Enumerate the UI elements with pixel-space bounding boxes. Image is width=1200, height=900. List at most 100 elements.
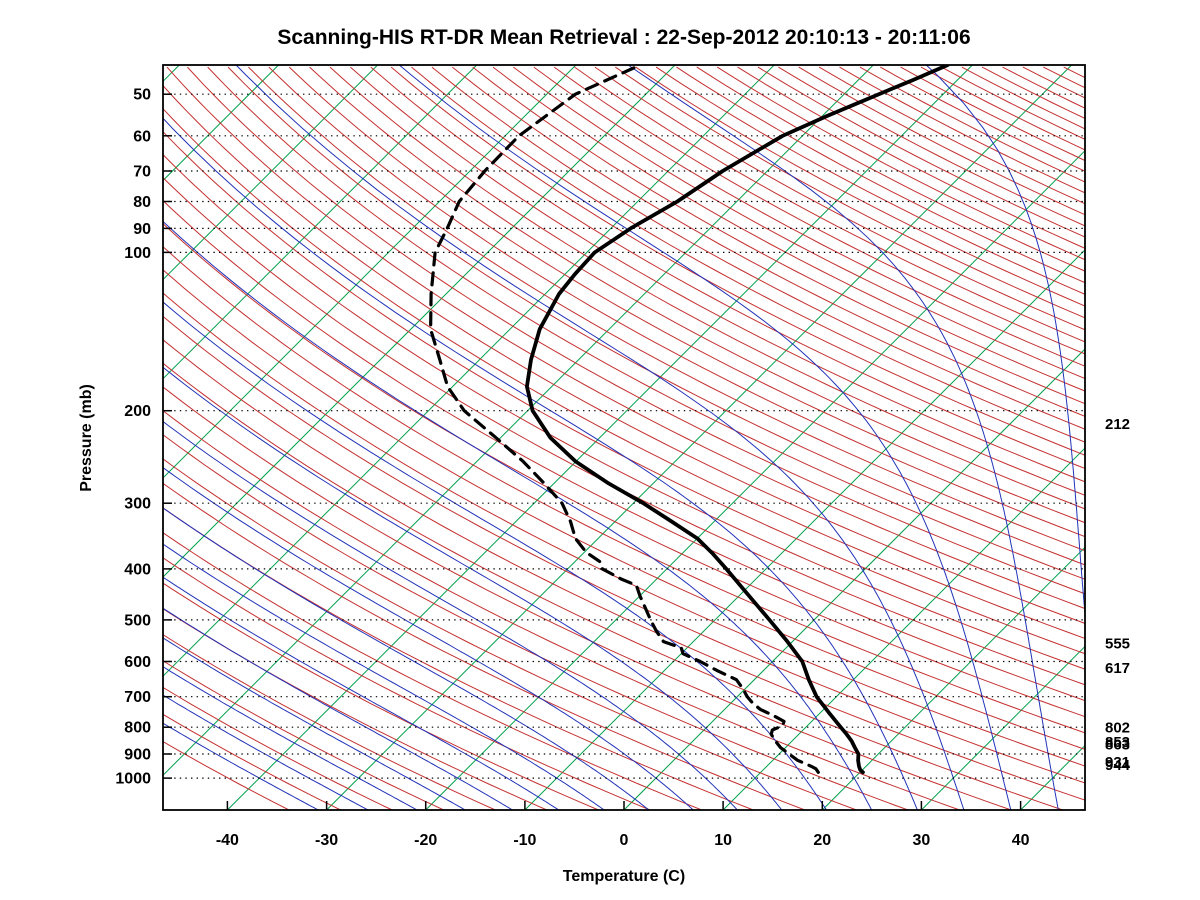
dry-adiabat-line <box>329 66 1085 496</box>
moist-adiabat-line <box>925 65 1085 621</box>
moist-adiabat-line <box>163 576 559 810</box>
moist-adiabat-line <box>163 117 918 810</box>
moist-adiabat-line <box>163 543 605 810</box>
isotherm-line <box>623 348 1085 810</box>
dry-adiabat-line <box>268 66 1085 538</box>
pressure-tick-label: 80 <box>133 194 151 211</box>
moist-adiabat-line <box>163 366 783 810</box>
pressure-grid-layer <box>163 93 1085 779</box>
dry-adiabat-line <box>553 66 1085 355</box>
moist-adiabat-line <box>163 666 418 810</box>
temp-tick-label: 0 <box>620 832 629 849</box>
dry-adiabat-line <box>1145 67 1200 810</box>
pressure-tick-label: 1000 <box>115 771 151 788</box>
moist-adiabat-line <box>163 637 466 810</box>
pressure-tick-label: 200 <box>124 403 151 420</box>
isotherm-line <box>326 65 1072 810</box>
isotherm-line <box>921 645 1085 810</box>
isotherm-line <box>163 65 478 380</box>
dry-adiabat-line <box>163 292 1085 767</box>
moist-adiabat-line <box>163 694 369 810</box>
dry-adiabat-line <box>227 66 1085 566</box>
dry-adiabat-line <box>163 176 1085 686</box>
right-pressure-label: 853 <box>1105 734 1130 751</box>
plot-frame <box>162 64 1086 811</box>
dry-adiabat-line <box>818 66 1085 205</box>
isotherm-line <box>425 149 1085 810</box>
dry-adiabat-line <box>166 66 1085 610</box>
dry-adiabat-line <box>880 66 1085 172</box>
right-pressure-label: 802 <box>1105 720 1130 737</box>
temperature-profile-line <box>525 65 950 775</box>
dry-adiabat-line <box>163 582 599 810</box>
dry-adiabat-line <box>163 84 1085 624</box>
dry-adiabat-line <box>163 386 1012 810</box>
dry-adiabat-line <box>187 66 1085 595</box>
dry-adiabat-line <box>1043 66 1085 89</box>
pressure-tick-label: 300 <box>124 496 151 513</box>
dewpoint-profile-line <box>429 65 820 774</box>
x-axis-label: Temperature (C) <box>563 868 685 885</box>
dry-adiabat-line <box>163 153 1085 670</box>
dry-adiabat-line <box>288 66 1085 524</box>
temp-tick-label: -10 <box>513 832 536 849</box>
dry-adiabat-line <box>309 66 1085 510</box>
dry-adiabat-line <box>1083 66 1085 69</box>
dry-adiabat-line <box>163 339 1085 801</box>
moist-adiabat-line <box>398 65 1012 810</box>
dry-adiabat-line <box>207 66 1085 580</box>
dry-adiabat-line <box>163 532 702 810</box>
dry-adiabat-line <box>163 507 754 810</box>
dry-adiabat-line <box>163 458 857 810</box>
temp-tick-label: 30 <box>913 832 931 849</box>
dry-adiabat-line <box>390 66 1085 456</box>
tick-labels-layer: 5060708090100200300400500600700800900100… <box>115 87 1130 849</box>
right-pressure-label: 555 <box>1105 636 1130 653</box>
dry-adiabat-line <box>370 66 1085 470</box>
background-lines-layer <box>163 65 1200 810</box>
moist-adiabat-line <box>163 507 650 810</box>
axes-frame-layer <box>162 64 1086 811</box>
dry-adiabat-line <box>1002 66 1085 109</box>
isotherm-line <box>821 546 1085 810</box>
dry-adiabat-line <box>696 66 1085 272</box>
isotherm-line <box>227 65 973 810</box>
dry-adiabat-line <box>451 66 1085 417</box>
moist-adiabat-line <box>163 607 513 810</box>
dry-adiabat-line <box>1022 66 1085 99</box>
dry-adiabat-line <box>1125 67 1200 810</box>
moist-adiabat-line <box>1135 65 1155 810</box>
dry-adiabat-line <box>920 66 1085 151</box>
moist-adiabat-line <box>163 467 694 810</box>
right-pressure-label: 863 <box>1105 737 1130 754</box>
pressure-tick-label: 90 <box>133 221 151 238</box>
dry-adiabat-line <box>163 686 393 810</box>
moist-adiabat-line <box>627 65 1059 810</box>
temp-tick-label: -20 <box>414 832 437 849</box>
right-pressure-label: 617 <box>1105 660 1130 677</box>
dry-adiabat-line <box>676 66 1085 284</box>
temp-tick-label: -40 <box>216 832 239 849</box>
dry-adiabat-line <box>981 66 1085 120</box>
dry-adiabat-line <box>839 66 1085 194</box>
dry-adiabat-line <box>1186 67 1200 810</box>
dry-adiabat-line <box>163 269 1085 750</box>
moist-adiabat-line <box>163 220 873 810</box>
chart-title: Scanning-HIS RT-DR Mean Retrieval : 22-S… <box>277 26 970 49</box>
dry-adiabat-line <box>635 66 1085 307</box>
dry-adiabat-line <box>163 107 1085 640</box>
pressure-tick-label: 500 <box>124 612 151 629</box>
dry-adiabat-line <box>655 66 1085 295</box>
pressure-tick-label: 700 <box>124 689 151 706</box>
dry-adiabat-line <box>533 66 1085 367</box>
dry-adiabat-line <box>1166 67 1200 810</box>
dry-adiabat-line <box>163 634 496 810</box>
isotherm-line <box>524 249 1085 810</box>
dry-adiabat-line <box>472 66 1085 405</box>
moist-adiabat-line <box>163 420 738 810</box>
temp-tick-label: 40 <box>1012 832 1030 849</box>
pressure-tick-label: 60 <box>133 128 151 145</box>
isotherm-line <box>163 65 378 281</box>
dry-adiabat-line <box>778 66 1085 227</box>
